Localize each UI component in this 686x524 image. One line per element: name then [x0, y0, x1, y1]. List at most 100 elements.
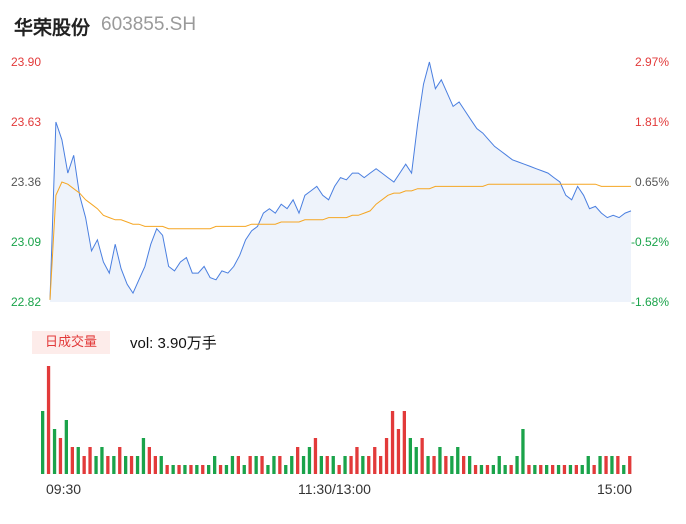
volume-bar [509, 465, 513, 474]
volume-bar [313, 438, 318, 474]
volume-bar [260, 456, 264, 474]
y-tick-left-2: 23.36 [11, 175, 42, 189]
volume-bar [592, 465, 596, 474]
volume-bar [545, 465, 549, 474]
volume-bar [414, 447, 418, 474]
volume-bar [118, 447, 122, 474]
volume-bar [218, 465, 223, 474]
y-tick-left-3: 23.09 [11, 235, 42, 249]
volume-bar [76, 447, 80, 474]
volume-bar [343, 456, 347, 474]
volume-bar [616, 456, 620, 474]
average-price-line [49, 181, 631, 300]
volume-bar [402, 411, 406, 474]
volume-bar [521, 429, 525, 474]
volume-bar [426, 456, 430, 474]
volume-bar [58, 438, 63, 474]
volume-bar [604, 456, 608, 474]
volume-bar [598, 456, 602, 474]
volume-bar [41, 411, 45, 474]
volume-bar [337, 465, 341, 474]
price-line [49, 61, 632, 300]
volume-bar [574, 465, 578, 474]
volume-bar [479, 465, 484, 474]
volume-bar [236, 456, 240, 474]
volume-bar [177, 465, 181, 474]
volume-bar [147, 447, 151, 474]
volume-bar [491, 465, 495, 474]
volume-bar [213, 456, 217, 474]
volume-bar [456, 447, 460, 474]
y-tick-right-4: -1.68% [630, 295, 669, 309]
volume-bar [503, 465, 507, 474]
volume-bar [355, 447, 359, 474]
volume-bar [100, 447, 104, 474]
volume-bar [307, 447, 312, 474]
volume-bar [88, 447, 92, 474]
volume-bar [527, 465, 531, 474]
y-tick-right-3: -0.52% [630, 235, 669, 249]
volume-bar [325, 456, 329, 474]
volume-bar [272, 456, 276, 474]
stock-name: 华荣股份 [14, 17, 91, 39]
volume-bar [183, 465, 187, 474]
volume-label: vol: [130, 335, 154, 352]
volume-bar [462, 456, 466, 474]
volume-bar [254, 456, 258, 474]
volume-bar [515, 456, 519, 474]
volume-bar [396, 429, 401, 474]
y-tick-right-2: 0.65% [634, 175, 669, 189]
volume-bar [485, 465, 490, 474]
volume-bar [444, 456, 448, 474]
volume-bar [153, 456, 157, 474]
volume-bar [373, 447, 377, 474]
volume-bar [112, 456, 116, 474]
volume-bar [296, 447, 300, 474]
volume-bar [171, 465, 175, 474]
x-tick-1500: 15:00 [597, 481, 633, 497]
volume-bar [52, 429, 57, 474]
volume-bar [195, 465, 199, 474]
volume-bar [384, 438, 389, 474]
stock-code: 603855.SH [101, 14, 197, 35]
volume-bar [533, 465, 537, 474]
volume-bar [580, 465, 584, 474]
volume-bar [319, 456, 323, 474]
volume-bar [266, 465, 270, 474]
volume-bar [165, 465, 169, 474]
volume-bar [556, 465, 561, 474]
volume-bar [610, 456, 614, 474]
volume-bar [106, 456, 110, 474]
volume-bar [438, 447, 442, 474]
volume-bar [539, 465, 543, 474]
price-area [50, 62, 631, 302]
volume-bar [622, 465, 626, 474]
volume-bar [64, 420, 68, 474]
volume-bar [408, 438, 412, 474]
volume-bar [586, 456, 590, 474]
y-tick-left-4: 22.82 [11, 295, 42, 309]
volume-bar [551, 465, 555, 474]
volume-bar [290, 456, 294, 474]
volume-bar [390, 411, 395, 474]
volume-bar [201, 465, 205, 474]
volume-bar [468, 456, 472, 474]
volume-bar [82, 456, 86, 474]
volume-bar [94, 456, 98, 474]
volume-bar [562, 465, 567, 474]
volume-bar [46, 366, 51, 474]
volume-bar [230, 456, 235, 474]
volume-bar [301, 456, 306, 474]
volume-bar [497, 456, 501, 474]
y-tick-right-0: 2.97% [634, 55, 669, 69]
volume-bar [432, 456, 436, 474]
volume-bar [124, 456, 128, 474]
volume-bar [361, 456, 365, 474]
volume-bar [207, 465, 211, 474]
y-tick-left-1: 23.63 [11, 115, 42, 129]
y-tick-left-0: 23.90 [11, 55, 42, 69]
volume-tag: 日成交量 [32, 331, 110, 354]
volume-bar [278, 456, 282, 474]
volume-bar [224, 465, 229, 474]
